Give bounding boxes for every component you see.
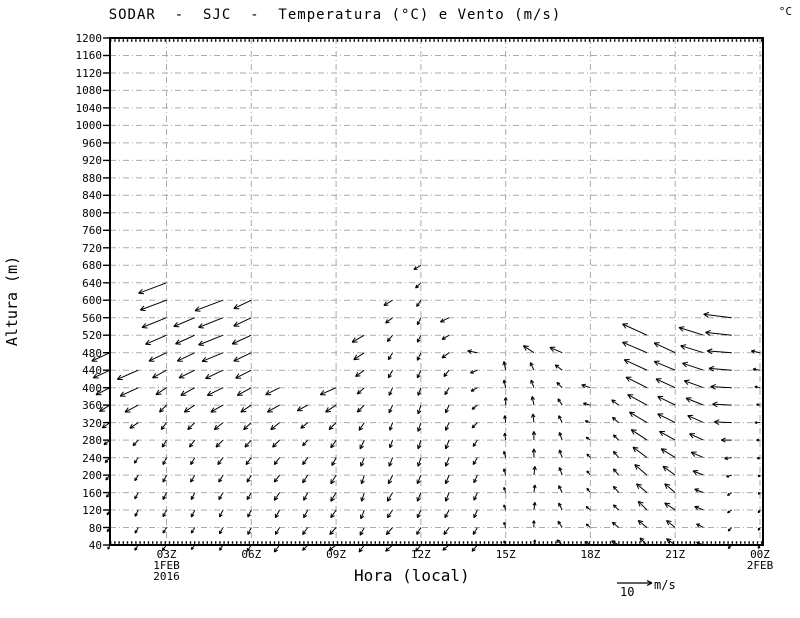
y-tick-label: 520 (82, 329, 102, 343)
y-tick-label: 320 (82, 416, 102, 430)
y-axis-title: Altura (m) (3, 255, 21, 347)
x-tick-label: 06Z (241, 548, 262, 561)
y-tick-label: 1080 (75, 84, 103, 98)
y-tick-label: 280 (82, 434, 102, 448)
x-tick-label: 09Z (326, 548, 347, 561)
y-tick-label: 800 (82, 206, 102, 220)
x-tick-sublabel: 1FEB (153, 559, 180, 572)
y-tick-label: 360 (82, 399, 102, 413)
x-axis-title: Hora (local) (354, 566, 470, 585)
x-tick-sublabel: 2016 (153, 570, 180, 583)
x-tick-label: 21Z (665, 548, 686, 561)
reference-vector-unit: m/s (654, 578, 676, 592)
y-tick-label: 720 (82, 241, 102, 255)
y-tick-label: 1200 (75, 32, 103, 45)
y-tick-label: 1040 (75, 101, 103, 115)
y-tick-label: 840 (82, 189, 102, 203)
x-tick-label: 00Z (750, 548, 770, 561)
y-tick-label: 240 (82, 451, 102, 465)
y-tick-label: 1000 (75, 119, 103, 133)
chart-title: SODAR - SJC - Temperatura (°C) e Vento (… (108, 7, 562, 23)
y-tick-label: 200 (82, 469, 102, 483)
y-tick-label: 760 (82, 224, 102, 238)
x-tick-sublabel: 2FEB (746, 559, 774, 572)
reference-vector-value: 10 (620, 585, 635, 599)
y-tick-label: 40 (88, 539, 102, 552)
y-tick-label: 600 (82, 294, 102, 308)
y-tick-label: 920 (82, 154, 102, 168)
y-tick-label: 1120 (75, 66, 103, 80)
x-tick-label: 12Z (410, 548, 431, 561)
y-tick-label: 880 (82, 171, 102, 185)
y-tick-label: 560 (82, 311, 102, 325)
y-tick-label: 1160 (75, 49, 103, 63)
y-tick-label: 80 (88, 521, 102, 535)
y-tick-label: 480 (82, 346, 102, 360)
y-tick-label: 680 (82, 259, 102, 273)
y-tick-label: 160 (82, 486, 102, 500)
y-tick-label: 400 (82, 381, 102, 395)
x-tick-label: 15Z (495, 548, 516, 561)
y-tick-label: 640 (82, 276, 102, 290)
x-tick-label: 03Z (156, 548, 177, 561)
x-tick-label: 18Z (580, 548, 601, 561)
y-tick-label: 960 (82, 136, 102, 150)
temperature-unit-label: °C (778, 5, 792, 18)
y-tick-label: 120 (82, 504, 102, 518)
y-tick-label: 440 (82, 364, 102, 378)
